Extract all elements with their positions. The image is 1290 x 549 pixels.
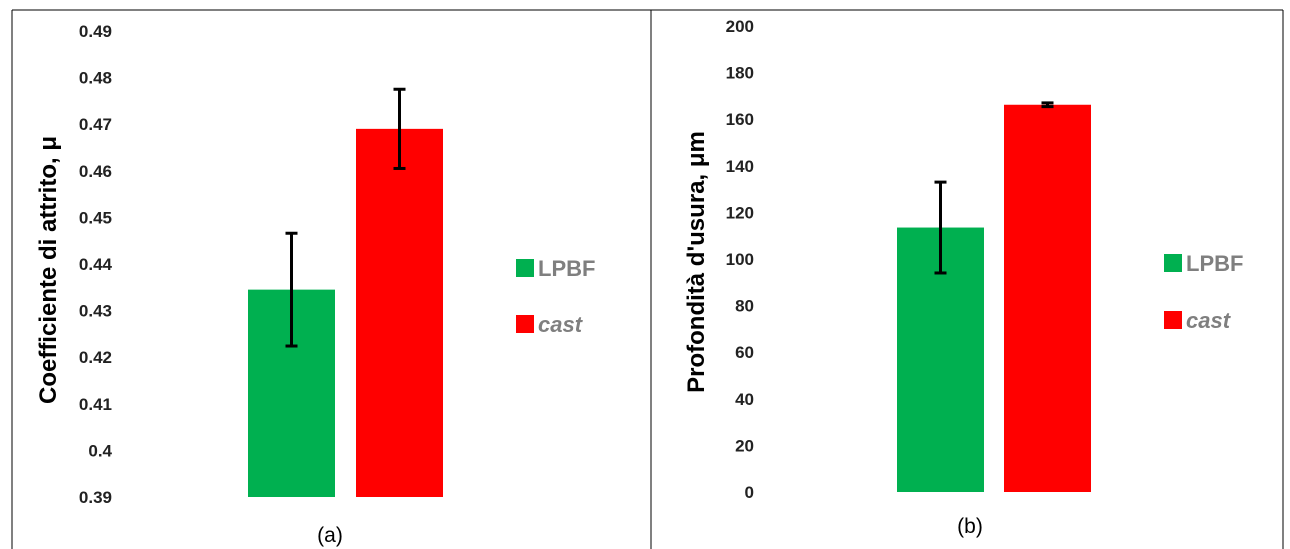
legend-label-cast-a: cast bbox=[538, 312, 584, 337]
y-axis-ticks-b: 0 20 40 60 80 100 120 140 160 180 200 bbox=[726, 17, 754, 502]
y-tick-label: 0.41 bbox=[79, 395, 112, 414]
legend-swatch-cast-a bbox=[516, 315, 534, 333]
legend-swatch-cast-b bbox=[1164, 311, 1182, 329]
y-tick-label: 0.45 bbox=[79, 208, 112, 227]
y-tick-label: 0.48 bbox=[79, 69, 112, 88]
error-bar-lpbf bbox=[285, 231, 298, 348]
y-tick-label: 180 bbox=[726, 64, 754, 83]
y-tick-label: 120 bbox=[726, 203, 754, 222]
y-tick-label: 0.49 bbox=[79, 22, 112, 41]
y-tick-label: 20 bbox=[735, 436, 754, 455]
y-tick-label: 140 bbox=[726, 157, 754, 176]
y-tick-label: 0.4 bbox=[88, 441, 112, 460]
y-tick-label: 0.46 bbox=[79, 162, 112, 181]
y-axis-label-a: Coefficiente di attrito, μ bbox=[35, 136, 62, 404]
bars-a bbox=[248, 87, 443, 498]
y-tick-label: 80 bbox=[735, 297, 754, 316]
bars-b bbox=[897, 101, 1091, 493]
y-tick-label: 0.47 bbox=[79, 115, 112, 134]
bar-cast bbox=[1004, 104, 1091, 492]
y-tick-label: 160 bbox=[726, 110, 754, 129]
y-tick-label: 0.43 bbox=[79, 302, 112, 321]
y-tick-label: 200 bbox=[726, 17, 754, 36]
y-axis-ticks-a: 0.39 0.4 0.41 0.42 0.43 0.44 0.45 0.46 0.47 0.48 0… bbox=[79, 22, 113, 507]
figure-frame bbox=[11, 9, 1284, 549]
y-tick-label: 0.44 bbox=[79, 255, 113, 274]
legend-swatch-lpbf-b bbox=[1164, 254, 1182, 272]
y-tick-label: 0 bbox=[745, 483, 754, 502]
legend-b: LPBF cast bbox=[1164, 251, 1243, 333]
error-bar-cast bbox=[1041, 101, 1054, 109]
y-tick-label: 100 bbox=[726, 250, 754, 269]
error-bar-lpbf bbox=[934, 180, 947, 275]
caption-b: (b) bbox=[957, 515, 983, 538]
y-tick-label: 0.39 bbox=[79, 488, 112, 507]
legend-a: LPBF cast bbox=[516, 256, 595, 337]
chart-panel-a: 0.39 0.4 0.41 0.42 0.43 0.44 0.45 0.46 0.47 0.48 0… bbox=[35, 22, 595, 547]
y-tick-label: 40 bbox=[735, 390, 754, 409]
y-tick-label: 60 bbox=[735, 343, 754, 362]
caption-a: (a) bbox=[317, 524, 343, 547]
legend-label-lpbf-b: LPBF bbox=[1186, 251, 1243, 276]
bar-cast bbox=[356, 128, 443, 498]
legend-label-lpbf-a: LPBF bbox=[538, 256, 595, 281]
y-tick-label: 0.42 bbox=[79, 348, 112, 367]
chart-panel-b: 0 20 40 60 80 100 120 140 160 180 200 Profondità d… bbox=[683, 17, 1243, 538]
error-bar-cast bbox=[393, 87, 406, 170]
y-axis-label-b: Profondità d'usura, μm bbox=[683, 131, 710, 393]
legend-label-cast-b: cast bbox=[1186, 308, 1232, 333]
legend-swatch-lpbf-a bbox=[516, 259, 534, 277]
